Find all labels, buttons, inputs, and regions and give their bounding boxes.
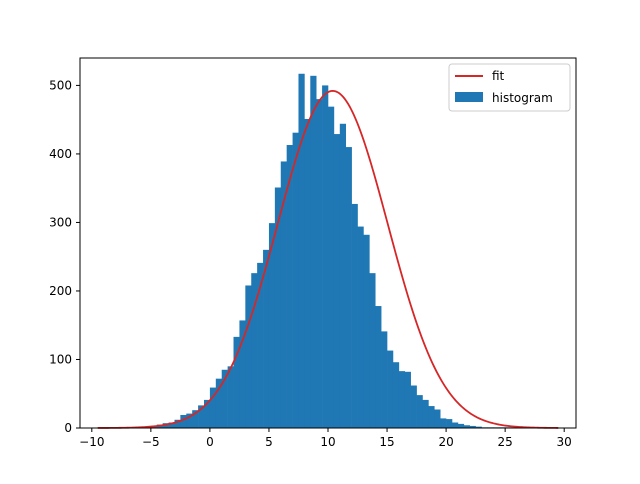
fit-line (97, 89, 559, 429)
histogram-bars (144, 73, 553, 429)
histogram-bar (440, 418, 447, 428)
histogram-bar (298, 73, 305, 428)
histogram-bar (209, 387, 217, 428)
histogram-bar (257, 262, 264, 428)
histogram-bar (328, 106, 335, 429)
histogram-bar (304, 118, 311, 428)
histogram-bar (452, 422, 459, 428)
histogram-bar (198, 405, 205, 428)
histogram-bar (446, 419, 453, 428)
y-tick-label: 100 (49, 352, 72, 366)
histogram-bar (192, 410, 199, 428)
histogram-bar (351, 203, 358, 428)
histogram-bar (469, 425, 476, 428)
x-tick-label: 10 (320, 435, 335, 449)
histogram-bar (186, 413, 193, 428)
histogram-bar (204, 399, 211, 428)
histogram-bar (375, 306, 382, 428)
y-axis: 0 100 200 300 400 500 (49, 78, 80, 435)
y-tick-label: 200 (49, 284, 72, 298)
histogram-bar (422, 399, 429, 428)
legend-histogram-label: histogram (492, 91, 553, 105)
legend: fit histogram (448, 63, 571, 112)
histogram-bar (268, 223, 276, 428)
histogram-bar (292, 132, 299, 428)
histogram-bar (168, 422, 175, 428)
histogram-bar (339, 123, 347, 428)
histogram-bar (410, 385, 417, 428)
legend-fit-label: fit (492, 69, 505, 83)
histogram-bar (162, 423, 169, 428)
histogram-bar (221, 369, 228, 428)
histogram-bar (457, 423, 465, 428)
histogram-bar (392, 362, 400, 428)
histogram-bar (398, 371, 406, 428)
x-tick-label: 5 (265, 435, 273, 449)
histogram-bar (251, 273, 258, 428)
x-tick-label: 30 (557, 435, 572, 449)
histogram-bar (369, 273, 376, 428)
histogram-bar (280, 161, 287, 428)
histogram-bar (434, 409, 441, 428)
histogram-bar (263, 249, 270, 428)
x-tick-label: −10 (79, 435, 104, 449)
histogram-bar (316, 99, 323, 429)
histogram-bar (239, 320, 246, 428)
y-tick-label: 400 (49, 147, 72, 161)
histogram-bar (215, 378, 223, 428)
histogram-bar (475, 426, 482, 428)
histogram-bar (363, 234, 370, 428)
histogram-bar (180, 414, 187, 428)
y-tick-label: 300 (49, 215, 72, 229)
histogram-bar (357, 226, 364, 428)
x-tick-label: 0 (206, 435, 214, 449)
y-tick-label: 500 (49, 78, 72, 92)
histogram-bar (404, 371, 411, 428)
histogram-bar (381, 331, 388, 428)
histogram-bar (227, 366, 234, 428)
histogram-bar (286, 145, 293, 428)
histogram-bar (310, 75, 317, 428)
histogram-bar (387, 350, 394, 428)
histogram-bar (333, 134, 341, 428)
histogram-bar (428, 406, 435, 428)
y-tick-label: 0 (64, 421, 72, 435)
x-tick-label: −5 (142, 435, 160, 449)
histogram-bar (322, 85, 329, 428)
x-tick-label: 25 (498, 435, 513, 449)
x-tick-label: 15 (379, 435, 394, 449)
histogram-bar (245, 285, 252, 428)
histogram-bar (174, 419, 181, 428)
x-axis: −10 −5 0 5 10 15 20 25 30 (79, 428, 572, 449)
histogram-bar (416, 395, 423, 428)
histogram-bar (463, 425, 471, 428)
histogram-bar (233, 336, 240, 428)
fit-curve-layer (97, 89, 559, 429)
x-tick-label: 20 (438, 435, 453, 449)
histogram-bar (274, 187, 282, 428)
histogram-bar (345, 147, 352, 428)
legend-histogram-swatch (455, 92, 483, 102)
